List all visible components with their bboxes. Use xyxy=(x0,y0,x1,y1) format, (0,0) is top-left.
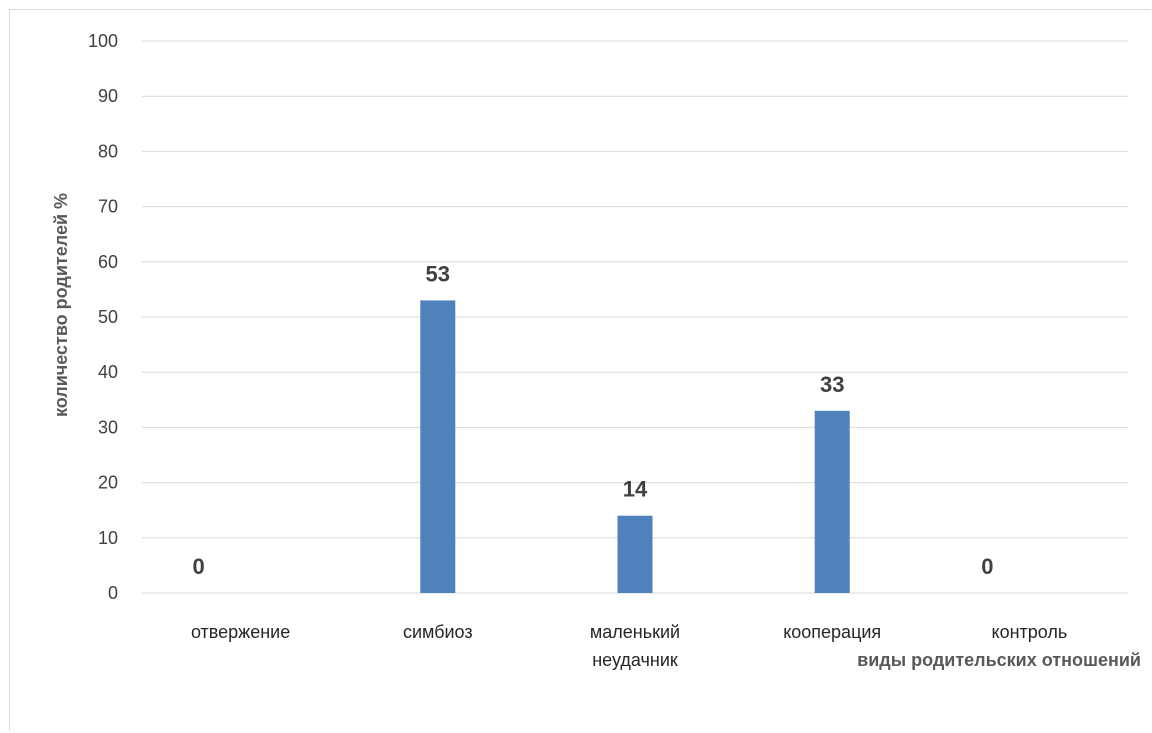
bar xyxy=(617,515,653,593)
x-axis-title: виды родительских отношений xyxy=(857,650,1141,670)
bar xyxy=(814,410,850,593)
category-label-line: кооперация xyxy=(783,622,881,642)
data-labels: 0 53 14 33 0 xyxy=(192,261,993,579)
y-tick-label: 20 xyxy=(98,473,118,493)
y-tick-label: 60 xyxy=(98,252,118,272)
category-label: контроль xyxy=(992,622,1068,642)
category-label: симбиоз xyxy=(403,622,473,642)
y-tick-label: 40 xyxy=(98,362,118,382)
category-label-line: неудачник xyxy=(592,650,678,670)
category-label: отвержение xyxy=(191,622,290,642)
bars xyxy=(420,300,850,593)
category-label-line: отвержение xyxy=(191,622,290,642)
y-tick-label: 0 xyxy=(108,583,118,603)
data-label: 0 xyxy=(981,554,993,579)
y-axis-ticks: 0 10 20 30 40 50 60 70 80 90 100 xyxy=(88,31,118,603)
category-label-line: маленький xyxy=(590,622,680,642)
y-axis-title: количество родителей % xyxy=(51,193,71,417)
chart-frame xyxy=(9,9,1151,731)
y-tick-label: 10 xyxy=(98,528,118,548)
data-label: 33 xyxy=(820,372,844,397)
category-label-line: контроль xyxy=(992,622,1068,642)
category-label-line: симбиоз xyxy=(403,622,473,642)
y-tick-label: 30 xyxy=(98,417,118,437)
category-labels: отвержение симбиоз маленький неудачник коопе… xyxy=(191,622,1067,670)
y-tick-label: 50 xyxy=(98,307,118,327)
data-label: 53 xyxy=(426,261,450,286)
category-label: маленький неудачник xyxy=(590,622,680,670)
data-label: 14 xyxy=(623,477,648,502)
y-tick-label: 70 xyxy=(98,197,118,217)
y-tick-label: 90 xyxy=(98,86,118,106)
data-label: 0 xyxy=(192,554,204,579)
category-label: кооперация xyxy=(783,622,881,642)
y-tick-label: 100 xyxy=(88,31,118,51)
bar xyxy=(420,300,456,593)
y-tick-label: 80 xyxy=(98,141,118,161)
gridlines xyxy=(142,40,1128,594)
